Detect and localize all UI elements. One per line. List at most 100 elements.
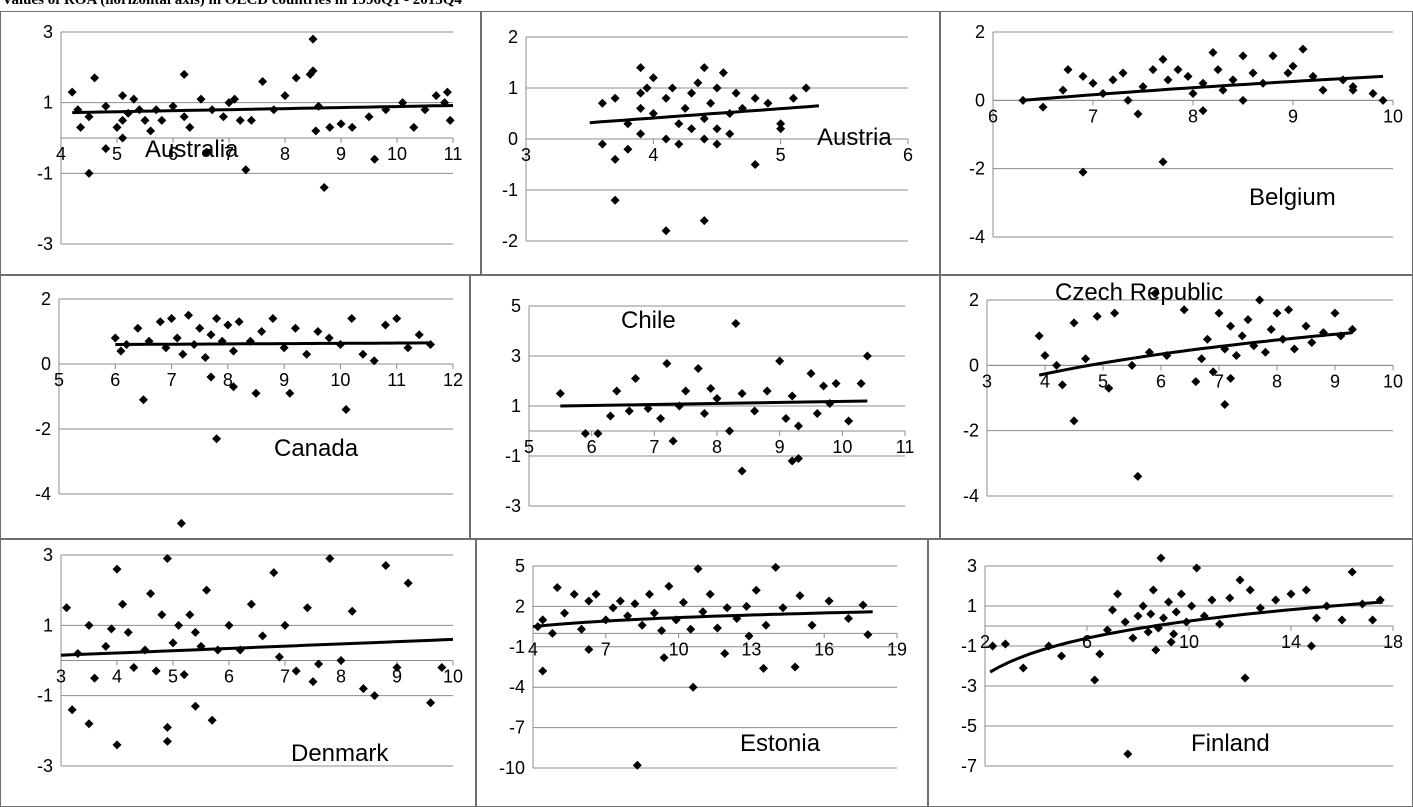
finland-y-tick-label: -7 (961, 756, 977, 776)
australia-data-point (308, 34, 318, 44)
denmark-data-point (118, 599, 128, 609)
austria-data-point (750, 93, 760, 103)
chile-data-point (624, 406, 634, 416)
czech-republic-data-point (1284, 305, 1294, 315)
austria-data-point (687, 124, 697, 134)
chile-data-point (580, 429, 590, 438)
austria-x-tick-label: 3 (521, 145, 531, 165)
estonia-data-point (601, 615, 611, 625)
czech-republic-data-point (1202, 334, 1212, 344)
australia-x-tick-label: 9 (336, 144, 346, 164)
canada-data-point (189, 340, 199, 349)
denmark-data-point (112, 740, 122, 750)
chart-svg-finland: 3 1 -1 -3 -5 -7 2 6 10 14 18 Finland (961, 553, 1403, 776)
austria-data-point (712, 124, 722, 134)
finland-data-point (1113, 589, 1123, 599)
denmark-data-point (157, 610, 167, 620)
finland-data-point (1169, 629, 1179, 639)
canada-x-tick-label: 10 (330, 370, 350, 390)
chart-svg-denmark: 3 1 -1 -3 3 4 5 6 7 8 9 10 Denmark (37, 518, 463, 776)
czech-republic-data-point (1034, 331, 1044, 341)
canada-data-point (200, 353, 210, 362)
australia-x-tick-label: 8 (280, 144, 290, 164)
canada-data-point (290, 323, 300, 333)
australia-x-tick-label: 10 (387, 144, 407, 164)
australia-data-point (440, 98, 450, 108)
estonia-data-point (843, 614, 853, 624)
canada-data-point (122, 340, 132, 349)
chart-svg-australia: 3 1 -1 -3 4 5 6 7 8 9 10 11 Australia (37, 22, 462, 254)
austria-data-point (699, 63, 709, 73)
austria-data-point (661, 134, 671, 144)
canada-data-point (403, 343, 413, 353)
canada-data-point (161, 343, 171, 353)
chile-data-point (775, 356, 785, 366)
belgium-data-point (1078, 71, 1088, 81)
belgium-data-point (1238, 95, 1248, 105)
czech-republic-data-point (1040, 351, 1050, 361)
chile-data-point (693, 364, 703, 373)
estonia-x-tick-label: 7 (601, 639, 611, 659)
australia-x-tick-label: 4 (56, 144, 66, 164)
czech-republic-data-point (1197, 354, 1207, 364)
australia-data-point (319, 182, 329, 192)
austria-data-point (661, 93, 671, 103)
denmark-y-tick-label: -1 (37, 686, 53, 706)
chile-x-tick-label: 6 (587, 437, 597, 457)
finland-data-point (1138, 601, 1148, 611)
czech-republic-data-point (1260, 347, 1270, 357)
belgium-data-point (1138, 82, 1148, 92)
belgium-data-point (1158, 157, 1168, 167)
chile-x-tick-label: 8 (712, 437, 722, 457)
chile-data-point (831, 379, 841, 388)
finland-data-point (1306, 641, 1316, 651)
canada-data-point (223, 320, 233, 330)
denmark-data-point (336, 656, 346, 665)
denmark-data-point (381, 561, 391, 571)
estonia-data-point (538, 615, 548, 625)
canada-data-point (268, 314, 278, 323)
australia-data-point (101, 144, 111, 154)
austria-y-tick-label: 1 (508, 78, 518, 98)
czech-republic-data-point (1081, 354, 1091, 364)
belgium-data-point (1208, 48, 1218, 57)
estonia-data-point (591, 589, 601, 599)
estonia-data-point (744, 631, 754, 641)
canada-data-point (195, 323, 205, 333)
chile-y-tick-label: 1 (511, 396, 521, 416)
denmark-data-point (185, 610, 195, 620)
finland-data-point (1368, 615, 1378, 625)
czech-republic-data-point (1243, 315, 1253, 325)
chart-svg-czech-republic: 2 0 -2 -4 3 4 5 6 7 8 9 10 Czech Republic (963, 279, 1403, 506)
finland-data-point (1102, 625, 1112, 635)
denmark-data-point (112, 564, 122, 574)
belgium-data-point (1368, 89, 1378, 98)
austria-data-point (801, 83, 811, 93)
czech-republic-data-point (1237, 331, 1247, 341)
denmark-x-tick-label: 3 (56, 667, 66, 687)
estonia-x-tick-label: 10 (669, 639, 689, 659)
denmark-data-point (162, 736, 172, 746)
chart-svg-austria: 2 1 0 -1 -2 3 4 5 6 Austria (502, 27, 913, 251)
australia-data-point (269, 105, 279, 115)
denmark-data-point (106, 624, 116, 634)
austria-data-point (725, 109, 735, 118)
australia-data-point (381, 105, 391, 115)
estonia-data-point (720, 649, 730, 659)
canada-data-point (251, 388, 261, 398)
denmark-trendline (60, 637, 454, 657)
finland-data-point (1120, 617, 1130, 627)
czech-republic-x-tick-label: 3 (982, 371, 992, 391)
estonia-data-point (705, 589, 715, 599)
belgium-data-point (1248, 68, 1258, 78)
estonia-data-point (644, 589, 654, 599)
belgium-data-point (1118, 68, 1128, 78)
chile-x-tick-label: 7 (649, 437, 659, 457)
estonia-data-point (778, 603, 788, 613)
estonia-y-tick-label: 2 (515, 596, 525, 616)
finland-data-point (1312, 613, 1321, 623)
canada-y-tick-label: 2 (41, 289, 51, 309)
denmark-data-point (358, 684, 368, 694)
finland-data-point (1143, 627, 1153, 637)
estonia-data-point (615, 596, 625, 606)
